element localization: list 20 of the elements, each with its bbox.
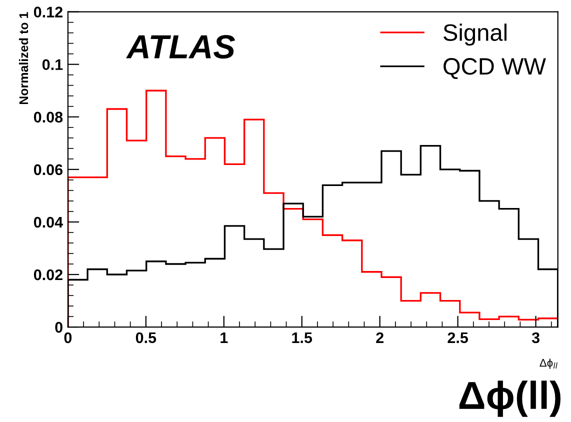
y-tick-label: 0.06 bbox=[34, 164, 63, 176]
y-tick-label: 0.08 bbox=[34, 112, 63, 123]
x-axis-title: Δϕ$_{ll}$ bbox=[540, 358, 558, 369]
y-tick-label: 0.1 bbox=[42, 59, 63, 70]
y-tick-label: 0.04 bbox=[34, 216, 64, 228]
y-tick-label: 0.02 bbox=[34, 269, 62, 280]
x-tick-label: 2 bbox=[376, 332, 384, 343]
y-tick-label: 0 bbox=[55, 322, 62, 333]
annotation: ATLAS bbox=[126, 34, 236, 59]
legend-label: QCD WW bbox=[444, 58, 546, 80]
legend-label: Signal bbox=[444, 24, 507, 46]
text: Δϕ(ll) bbox=[459, 380, 561, 417]
y-tick-label: 0.12 bbox=[34, 6, 62, 18]
x-tick-label: 1 bbox=[220, 332, 228, 343]
y-axis-title: Normalized to 1 bbox=[18, 12, 28, 104]
x-tick-label: 2.5 bbox=[448, 332, 468, 344]
x-tick-label: 3 bbox=[532, 332, 540, 344]
x-tick-label: 0 bbox=[64, 332, 72, 344]
x-tick-label: 0.5 bbox=[136, 332, 156, 344]
x-tick-label: 1.5 bbox=[292, 332, 312, 344]
